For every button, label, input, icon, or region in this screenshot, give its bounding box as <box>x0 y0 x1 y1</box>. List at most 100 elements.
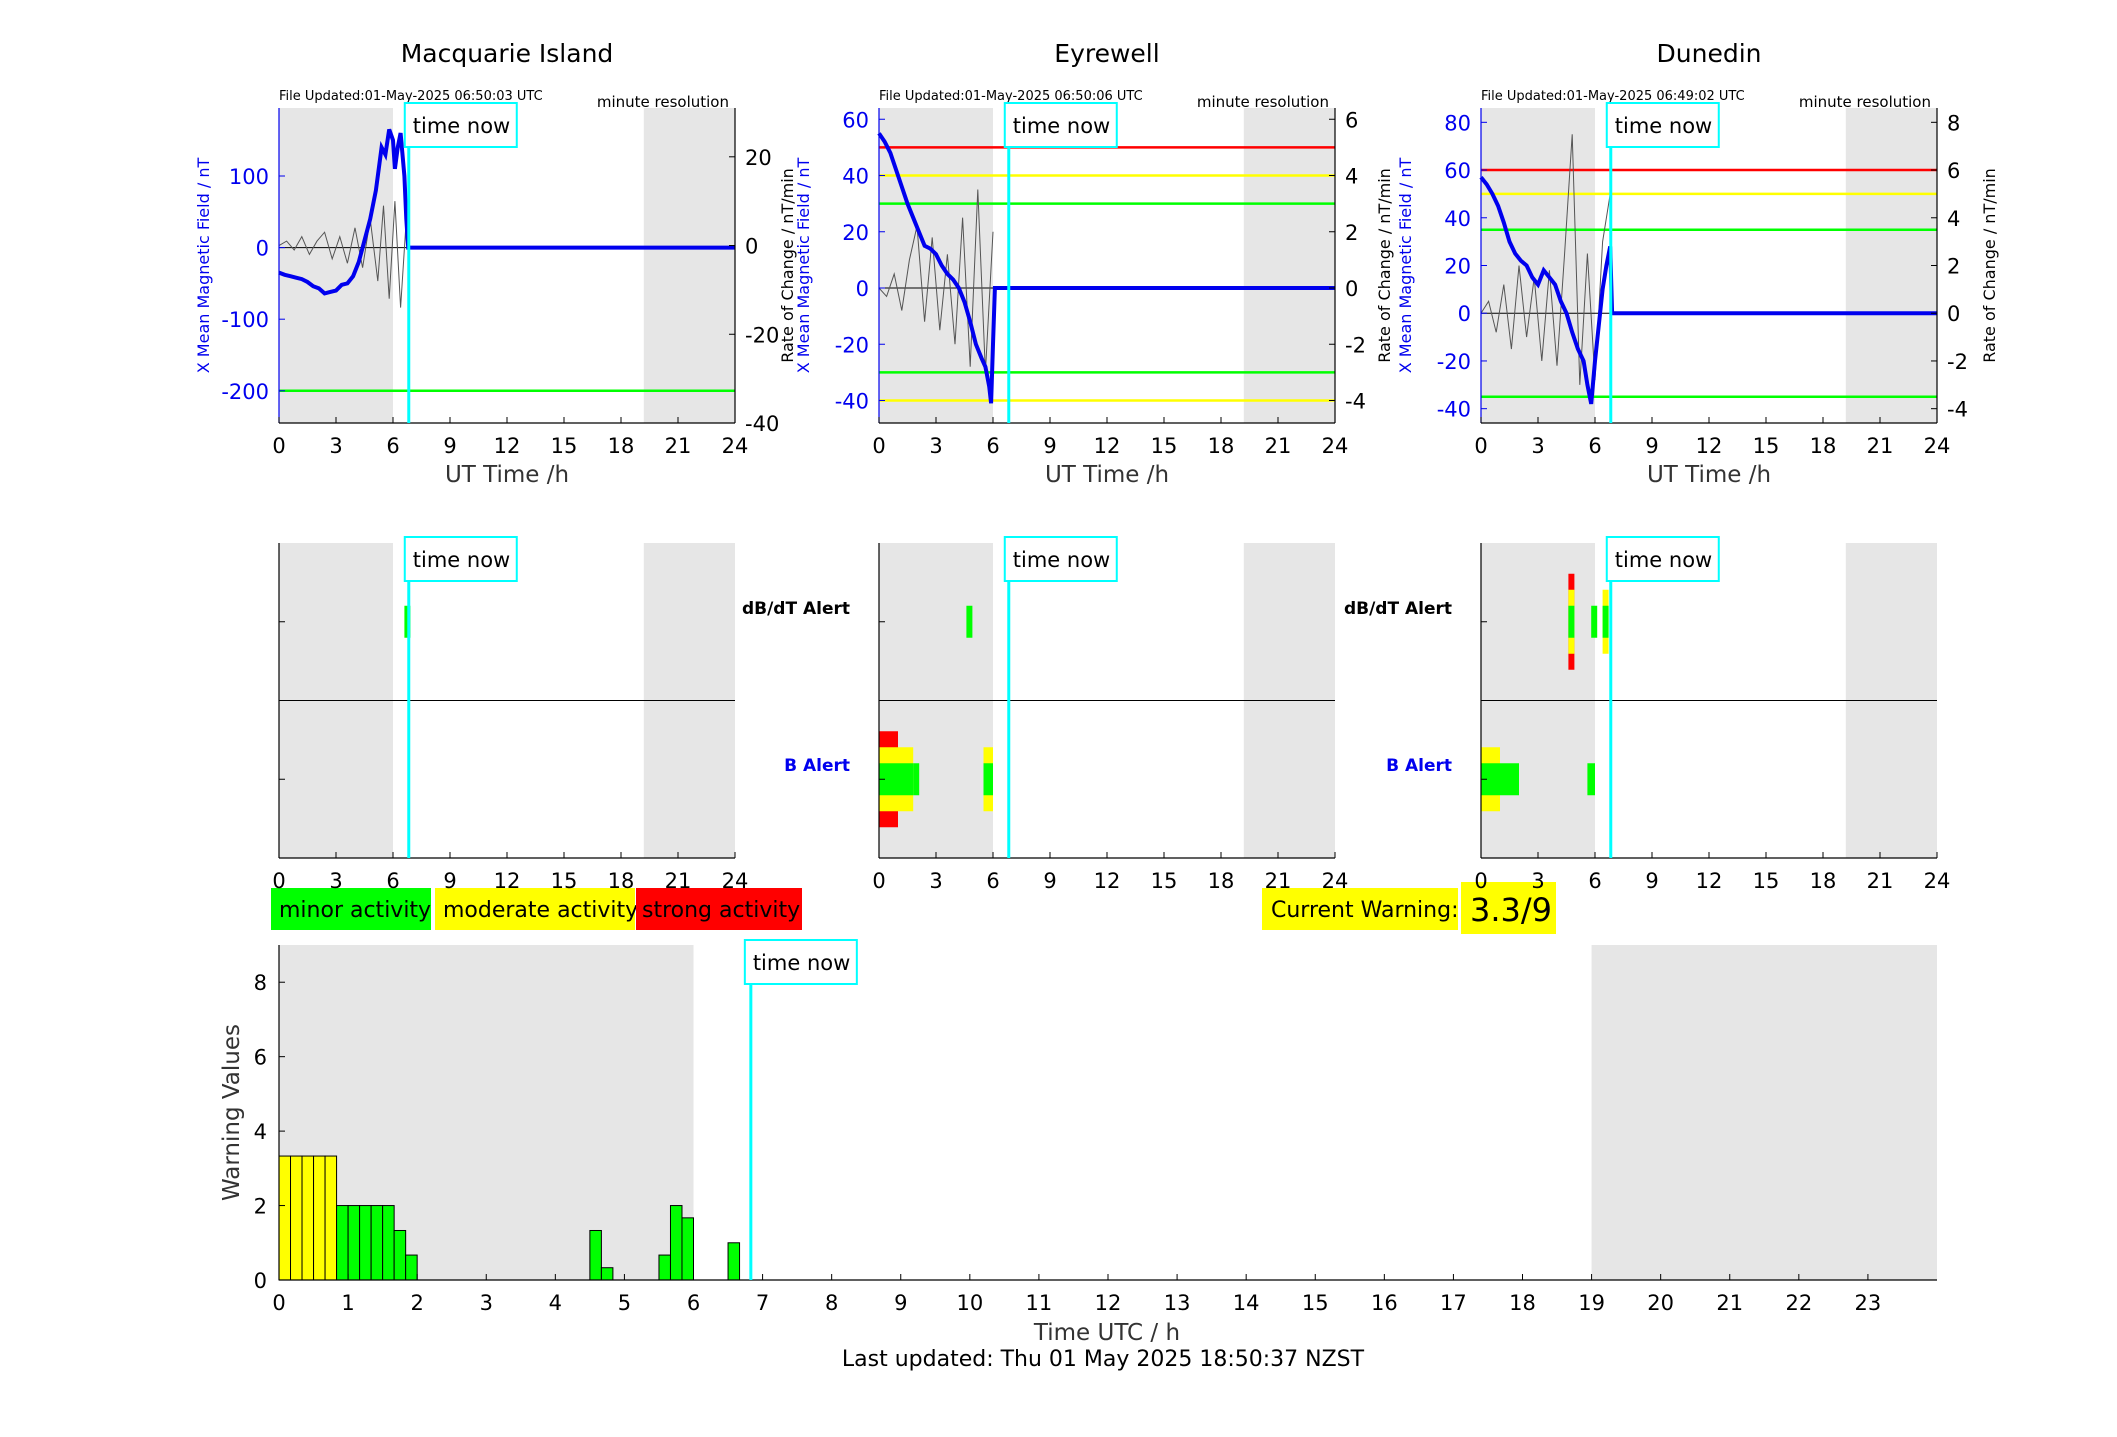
left-tick-label: 60 <box>842 108 869 132</box>
right-tick-label: 6 <box>1345 108 1358 132</box>
x-tick-label: 6 <box>986 869 999 893</box>
resolution-label: minute resolution <box>1799 93 1931 111</box>
left-tick-label: -20 <box>1437 350 1471 374</box>
right-tick-label: -2 <box>1345 333 1366 357</box>
x-tick-label: 0 <box>272 869 285 893</box>
x-tick-label: 15 <box>1151 869 1178 893</box>
x-tick-label: 11 <box>1026 1291 1053 1315</box>
left-tick-label: 0 <box>1458 302 1471 326</box>
left-tick-label: 40 <box>842 165 869 189</box>
warning-bar <box>589 1229 602 1281</box>
x-tick-label: 18 <box>1208 869 1235 893</box>
rate-of-change-line <box>878 189 994 373</box>
warning-bar <box>278 1155 292 1281</box>
time-now-box <box>1605 102 1720 148</box>
time-now-box <box>1605 536 1720 582</box>
warning-bar <box>359 1205 372 1281</box>
x-tick-label: 12 <box>494 869 521 893</box>
night-shade <box>279 108 393 423</box>
x-axis-label: UT Time /h <box>445 462 569 488</box>
time-now-label: time now <box>753 951 850 975</box>
b-alert-bar <box>1481 763 1500 796</box>
right-tick-label: -20 <box>745 323 779 347</box>
legend-strong: strong activity <box>642 898 800 923</box>
y-tick-label: 4 <box>254 1120 267 1144</box>
dbdt-alert-label: dB/dT Alert <box>1344 599 1452 619</box>
y-tick-label: 0 <box>254 1269 267 1293</box>
y-axis-label: X Mean Magnetic Field / nT <box>794 158 813 374</box>
x-tick-label: 12 <box>1095 1291 1122 1315</box>
x-tick-label: 12 <box>1094 434 1121 458</box>
x-tick-label: 22 <box>1785 1291 1812 1315</box>
warning-bar <box>382 1205 395 1281</box>
night-shade <box>1845 108 1937 423</box>
b-alert-bar <box>898 763 914 796</box>
right-tick-label: 4 <box>1947 207 1960 231</box>
left-tick-label: 40 <box>1444 207 1471 231</box>
right-tick-label: 0 <box>745 235 758 259</box>
x-tick-label: 6 <box>986 434 999 458</box>
x-tick-label: 9 <box>1043 869 1056 893</box>
left-tick-label: -100 <box>221 308 269 332</box>
x-tick-label: 3 <box>329 869 342 893</box>
alert-panel-0: 0 3 6 9 12 15 18 21 24 dB/dT Alert B Alert time now <box>272 536 850 893</box>
x-tick-label: 23 <box>1855 1291 1882 1315</box>
x-tick-label: 0 <box>272 1291 285 1315</box>
left-tick-label: -200 <box>221 380 269 404</box>
x-tick-label: 21 <box>1265 434 1292 458</box>
file-updated: File Updated:01-May-2025 06:50:03 UTC <box>279 89 543 104</box>
x-tick-label: 20 <box>1647 1291 1674 1315</box>
y2-axis-label: Rate of Change / nT/min <box>778 168 797 363</box>
x-tick-label: 13 <box>1164 1291 1191 1315</box>
activity-legend: minor activity moderate activity strong … <box>271 888 802 930</box>
right-tick-label: -4 <box>1345 390 1366 414</box>
warning-bar <box>669 1205 683 1281</box>
current-warning-label: Current Warning: <box>1271 898 1458 923</box>
right-tick-label: 2 <box>1345 221 1358 245</box>
x-tick-label: 21 <box>665 434 692 458</box>
warning-bar <box>727 1242 741 1281</box>
x-tick-label: 3 <box>1531 434 1544 458</box>
warning-bar <box>658 1254 671 1281</box>
time-now-label: time now <box>413 114 510 138</box>
x-tick-label: 9 <box>443 434 456 458</box>
b-alert-label: B Alert <box>1386 756 1452 776</box>
field-line <box>1479 175 1937 405</box>
time-now-box <box>403 102 518 148</box>
left-tick-label: 20 <box>1444 255 1471 279</box>
x-tick-label: 14 <box>1233 1291 1260 1315</box>
night-shade <box>1243 108 1335 423</box>
x-tick-label: 15 <box>1753 434 1780 458</box>
y2-axis-label: Rate of Change / nT/min <box>1980 168 1999 363</box>
x-tick-label: 18 <box>608 869 635 893</box>
station-title: Macquarie Island <box>401 39 614 68</box>
left-tick-label: -40 <box>1437 398 1471 422</box>
left-tick-label: 100 <box>229 165 269 189</box>
x-tick-label: 3 <box>480 1291 493 1315</box>
time-now-label: time now <box>1013 114 1110 138</box>
warning-bar <box>336 1205 349 1281</box>
x-tick-label: 5 <box>618 1291 631 1315</box>
dbdt-alert-bar <box>1568 605 1575 638</box>
time-now-label: time now <box>413 548 510 572</box>
x-tick-label: 12 <box>494 434 521 458</box>
x-tick-label: 6 <box>386 869 399 893</box>
x-tick-label: 9 <box>894 1291 907 1315</box>
x-tick-label: 21 <box>1716 1291 1743 1315</box>
night-shade <box>879 108 993 423</box>
right-tick-label: -40 <box>745 412 779 436</box>
time-now-box <box>1003 536 1118 582</box>
warning-bar <box>313 1155 326 1281</box>
night-shade <box>1481 108 1595 423</box>
time-now-label: time now <box>1615 114 1712 138</box>
x-tick-label: 9 <box>1645 434 1658 458</box>
x-axis-label: UT Time /h <box>1647 462 1771 488</box>
time-now-marker: time now <box>1605 102 1720 423</box>
left-tick-label: 80 <box>1444 111 1471 135</box>
legend-moderate: moderate activity <box>443 898 638 923</box>
right-tick-label: 0 <box>1947 302 1960 326</box>
x-tick-label: 0 <box>1474 434 1487 458</box>
time-now-box <box>403 536 518 582</box>
